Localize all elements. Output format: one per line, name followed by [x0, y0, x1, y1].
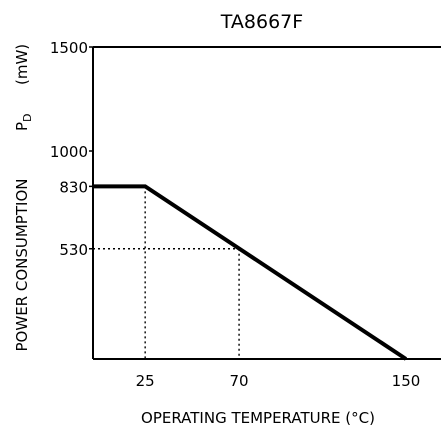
series-layer	[93, 184, 408, 361]
y-tick-label-3: 1500	[50, 39, 88, 57]
y-tick-label-0: 530	[59, 241, 88, 259]
svg-text:POWER CONSUMPTION: POWER CONSUMPTION	[13, 179, 31, 352]
y-axis-label-symbol: P	[13, 122, 31, 131]
y-axis-label-subscript: D	[21, 113, 34, 121]
reference-lines	[93, 185, 240, 359]
chart-title: TA8667F	[220, 11, 303, 33]
y-tick-label-2: 1000	[50, 143, 88, 161]
x-tick-label-0: 25	[136, 372, 155, 390]
y-axis-label-main: POWER CONSUMPTION	[13, 179, 31, 352]
series-line-0	[93, 184, 408, 361]
axes	[92, 46, 441, 360]
y-axis-label-group: POWER CONSUMPTION PD (mW)	[13, 44, 34, 352]
y-axis-label-unit: (mW)	[13, 44, 31, 85]
y-tick-label-1: 830	[59, 178, 88, 196]
x-tick-label-2: 150	[392, 372, 421, 390]
x-tick-label-1: 70	[230, 372, 249, 390]
svg-text:PD: PD	[13, 113, 34, 131]
x-axis-label: OPERATING TEMPERATURE (°C)	[141, 409, 375, 427]
tick-labels: 530 830 1000 1500 25 70 150	[50, 39, 421, 390]
